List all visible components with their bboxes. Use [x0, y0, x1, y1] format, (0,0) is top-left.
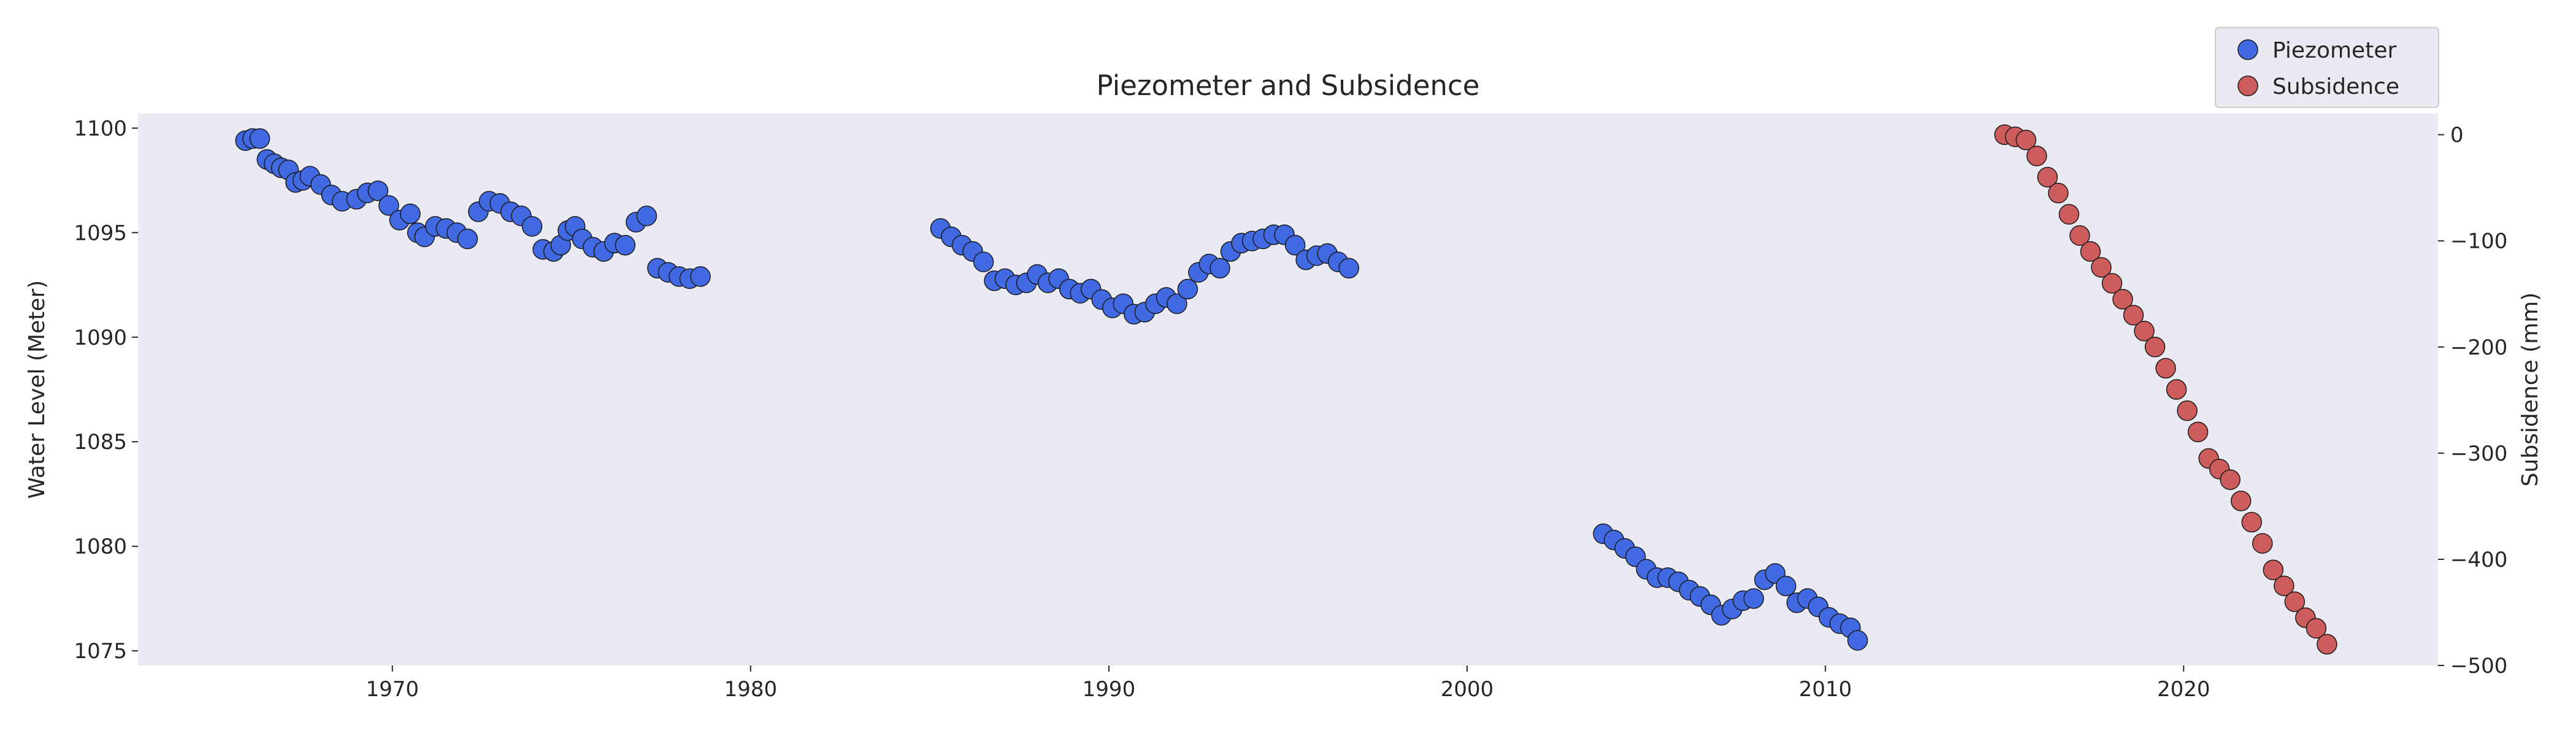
- subsidence-point: [2123, 305, 2144, 326]
- subsidence-point: [2080, 241, 2101, 262]
- subsidence-point: [2252, 533, 2273, 554]
- y-tick-label-left: 1080: [74, 535, 127, 559]
- legend-box: [2215, 27, 2439, 108]
- legend-marker-piezometer: [2237, 39, 2258, 60]
- piezometer-point: [1743, 588, 1765, 609]
- chart-axes: 1970 1980 1990 2000 2010 2020 1075 1080 1085 1090…: [74, 117, 2507, 702]
- piezometer-point: [690, 266, 711, 287]
- subsidence-point: [2241, 512, 2263, 533]
- piezometer-point: [1847, 630, 1868, 651]
- subsidence-point: [2037, 167, 2058, 188]
- piezometer-point: [1177, 278, 1198, 300]
- x-tick-label: 2020: [2157, 677, 2210, 702]
- chart-marks: [235, 124, 2337, 655]
- subsidence-point: [2101, 273, 2123, 294]
- y-tick-label-left: 1075: [74, 639, 127, 664]
- piezometer-point: [249, 128, 270, 149]
- x-tick-label: 2000: [1441, 677, 1494, 702]
- piezometer-point: [521, 216, 543, 237]
- y-tick-label-left: 1090: [74, 326, 127, 350]
- x-tick-label: 1980: [724, 677, 778, 702]
- subsidence-point: [2317, 634, 2337, 655]
- y-tick-label-left: 1095: [74, 221, 127, 245]
- subsidence-point: [2155, 358, 2176, 379]
- subsidence-point: [2048, 183, 2069, 204]
- piezometer-point: [615, 235, 636, 256]
- piezometer-point: [1209, 258, 1230, 279]
- subsidence-point: [2274, 575, 2294, 596]
- piezometer-point: [973, 251, 994, 272]
- subsidence-point: [2187, 421, 2209, 442]
- y-tick-label-left: 1100: [74, 117, 127, 141]
- piezometer-point: [1284, 235, 1306, 256]
- subsidence-point: [2263, 559, 2284, 580]
- y-tick-label-right: −400: [2450, 548, 2507, 572]
- subsidence-point: [2144, 337, 2166, 358]
- plot-area: [138, 113, 2438, 665]
- subsidence-point: [2069, 225, 2090, 246]
- subsidence-point: [2177, 400, 2198, 421]
- subsidence-point: [2166, 379, 2187, 400]
- piezometer-point: [378, 195, 399, 216]
- subsidence-point: [2220, 469, 2241, 490]
- y-tick-label-right: −500: [2450, 654, 2507, 678]
- y-axis-label-right: Subsidence (mm): [2518, 293, 2543, 487]
- x-tick-label: 1990: [1083, 677, 1136, 702]
- subsidence-point: [2230, 490, 2252, 512]
- y-tick-label-right: −300: [2450, 442, 2507, 466]
- piezometer-point: [1167, 293, 1187, 314]
- legend: Piezometer Subsidence: [2215, 27, 2439, 108]
- subsidence-point: [2026, 145, 2047, 166]
- y-tick-label-right: −200: [2450, 335, 2507, 360]
- legend-label-piezometer: Piezometer: [2272, 38, 2396, 63]
- subsidence-point: [2306, 618, 2327, 639]
- piezometer-point: [1776, 575, 1796, 597]
- piezometer-point: [1338, 258, 1360, 279]
- legend-marker-subsidence: [2237, 75, 2258, 96]
- subsidence-point: [2134, 321, 2155, 342]
- subsidence-point: [2015, 129, 2037, 151]
- y-axis-label-left: Water Level (Meter): [25, 280, 50, 499]
- chart-title: Piezometer and Subsidence: [1097, 69, 1480, 102]
- piezometer-point: [636, 205, 657, 226]
- subsidence-point: [2112, 289, 2133, 310]
- y-tick-label-left: 1085: [74, 430, 127, 454]
- subsidence-point: [2058, 204, 2080, 225]
- y-tick-label-right: −100: [2450, 229, 2507, 254]
- y-tick-label-right: 0: [2450, 123, 2464, 148]
- piezometer-point: [400, 203, 421, 224]
- piezometer-point: [457, 228, 478, 250]
- legend-label-subsidence: Subsidence: [2272, 74, 2399, 99]
- x-tick-label: 2010: [1799, 677, 1852, 702]
- x-tick-label: 1970: [366, 677, 419, 702]
- piezometer-point: [367, 180, 389, 201]
- subsidence-point: [2284, 591, 2306, 612]
- subsidence-point: [2091, 257, 2112, 278]
